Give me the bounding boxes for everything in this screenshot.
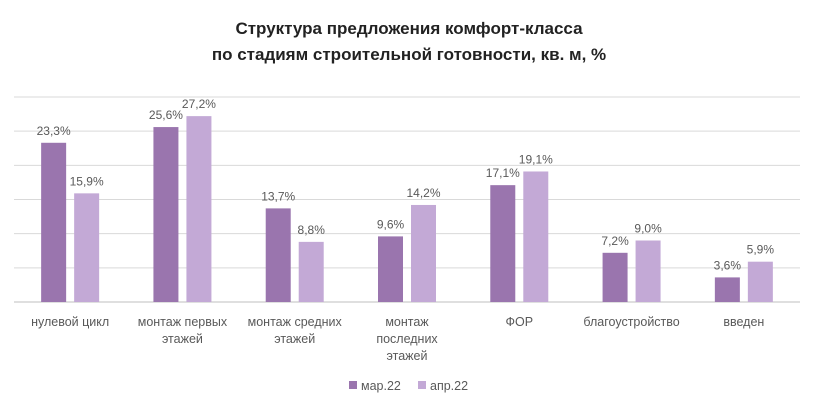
legend: мар.22 апр.22 <box>349 379 468 393</box>
bar-apr-2 <box>298 241 324 302</box>
category-label: ФОР <box>505 315 533 329</box>
chart-title-line-1: Структура предложения комфорт-класса <box>235 19 583 38</box>
category-label-line: этажей <box>162 332 203 346</box>
legend-label-mar: мар.22 <box>361 379 401 393</box>
bar-apr-4 <box>523 171 549 302</box>
bar-mar-2 <box>265 208 291 302</box>
chart-title-line-2: по стадиям строительной готовности, кв. … <box>211 45 607 64</box>
category-label: нулевой цикл <box>31 315 109 329</box>
bar-apr-6 <box>747 261 773 302</box>
bar-mar-1 <box>153 127 179 302</box>
category-label-line: монтаж <box>385 315 429 329</box>
bar-apr-3 <box>411 204 436 302</box>
value-label: 9,6% <box>377 217 405 231</box>
bar-mar-4 <box>490 185 516 302</box>
value-label: 8,8% <box>298 223 326 237</box>
category-label-line: этажей <box>274 332 315 346</box>
value-label: 23,3% <box>37 124 71 138</box>
bars <box>41 116 773 302</box>
bar-apr-5 <box>635 240 661 302</box>
category-label-line: нулевой цикл <box>31 315 109 329</box>
category-label: благоустройство <box>583 315 679 329</box>
legend-swatch-mar <box>349 381 357 389</box>
value-label: 5,9% <box>747 243 775 257</box>
legend-swatch-apr <box>418 381 426 389</box>
bar-mar-6 <box>714 277 740 302</box>
value-label: 19,1% <box>519 152 553 166</box>
bar-mar-0 <box>41 142 67 302</box>
category-label-line: ФОР <box>505 315 533 329</box>
legend-label-apr: апр.22 <box>430 379 468 393</box>
category-label-line: монтаж первых <box>138 315 228 329</box>
category-label: монтаж первых этажей <box>138 315 228 346</box>
category-label-line: введен <box>723 315 764 329</box>
value-label: 27,2% <box>182 97 216 111</box>
value-label: 25,6% <box>149 108 183 122</box>
value-label: 9,0% <box>634 222 662 236</box>
value-labels: 23,3% 15,9% 25,6%27,2% 13,7% 8,8% 9,6% 14,2% 17… <box>37 97 775 272</box>
value-label: 3,6% <box>714 258 742 272</box>
bar-apr-0 <box>74 193 100 302</box>
value-label: 14,2% <box>406 186 440 200</box>
category-label: введен <box>723 315 764 329</box>
bar-mar-3 <box>378 236 403 302</box>
category-label-line: этажей <box>387 349 428 363</box>
bar-mar-5 <box>602 252 628 302</box>
category-label-line: монтаж средних <box>248 315 343 329</box>
value-label: 17,1% <box>486 166 520 180</box>
category-label-line: благоустройство <box>583 315 679 329</box>
gridlines <box>14 96 800 303</box>
value-label: 7,2% <box>601 234 629 248</box>
value-label: 13,7% <box>261 189 295 203</box>
value-label: 15,9% <box>70 174 104 188</box>
chart-title: Структура предложения комфорт-класса по … <box>0 16 818 68</box>
category-label: монтаж средних этажей <box>248 315 343 346</box>
category-label-line: последних <box>376 332 438 346</box>
category-label: монтаж последних этажей <box>376 315 438 363</box>
bar-apr-1 <box>186 116 212 302</box>
